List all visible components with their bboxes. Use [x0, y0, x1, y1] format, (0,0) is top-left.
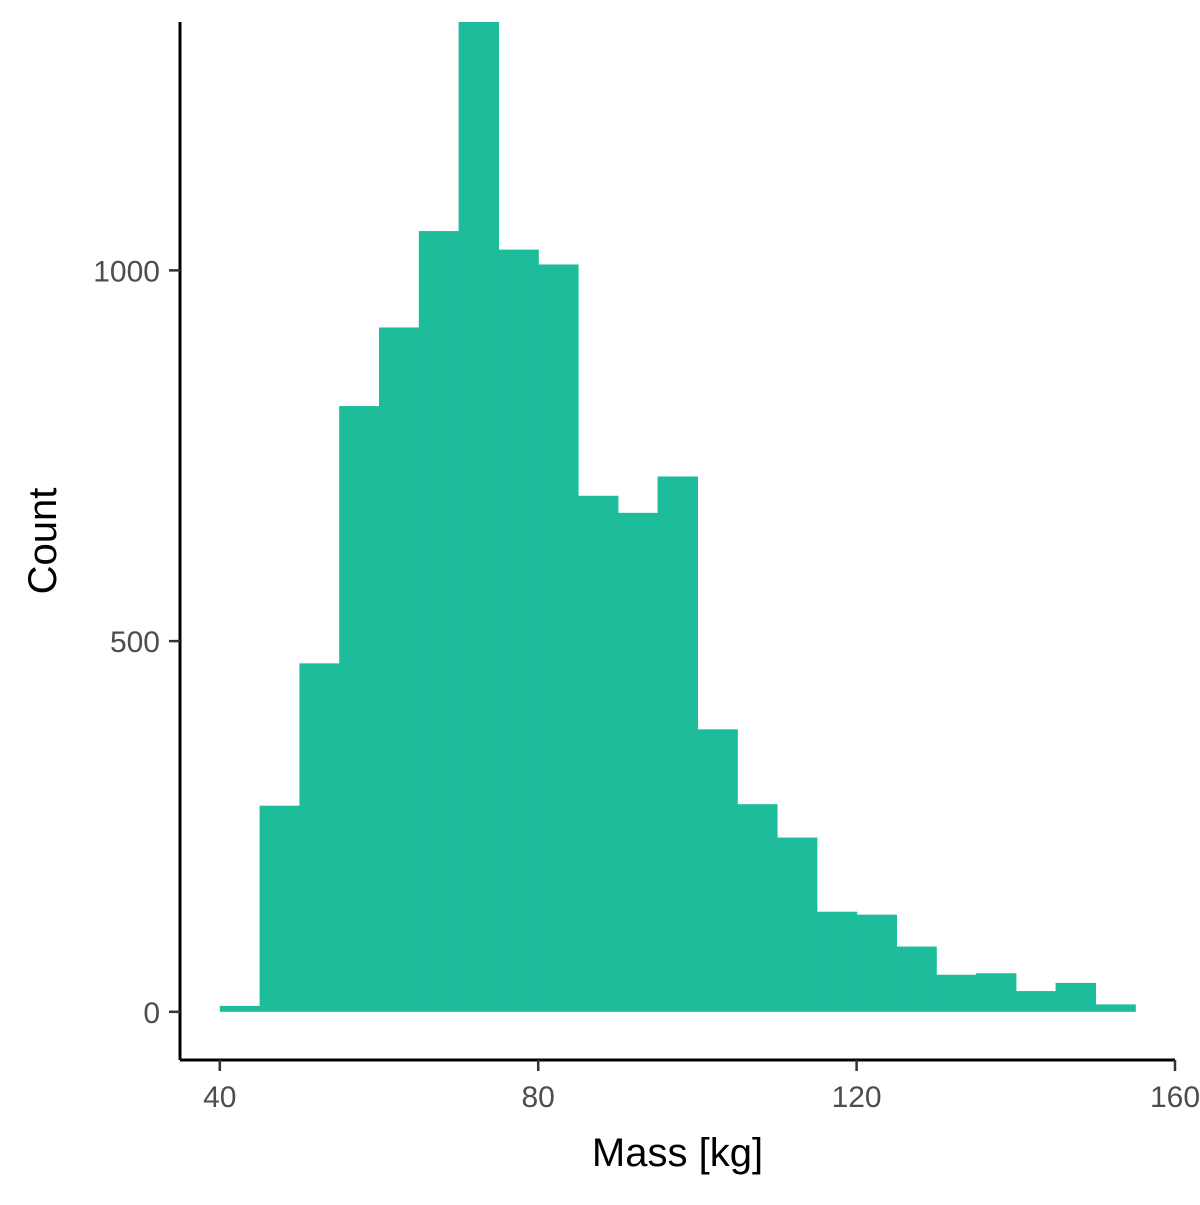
- y-tick-label-500: 500: [110, 626, 160, 659]
- histogram-bar-22: [1095, 1004, 1136, 1012]
- histogram-bar-11: [657, 476, 698, 1012]
- y-tick-label-0: 0: [143, 997, 160, 1030]
- histogram-bar-12: [697, 729, 738, 1012]
- bars-group: [219, 22, 1136, 1012]
- histogram-bar-13: [737, 804, 778, 1012]
- x-tick-label-160: 160: [1150, 1081, 1200, 1114]
- histogram-bar-6: [458, 22, 499, 1012]
- histogram-bar-19: [976, 973, 1017, 1012]
- x-tick-label-120: 120: [832, 1081, 882, 1114]
- x-tick-label-80: 80: [522, 1081, 555, 1114]
- histogram-bar-9: [578, 495, 619, 1012]
- histogram-bar-10: [617, 512, 659, 1012]
- histogram-bar-4: [379, 327, 420, 1012]
- histogram-bar-8: [538, 264, 579, 1012]
- histogram-bar-17: [896, 946, 937, 1012]
- histogram-bar-20: [1015, 991, 1057, 1012]
- histogram-bar-1: [259, 805, 300, 1012]
- histogram-bar-15: [816, 911, 858, 1012]
- histogram-bar-3: [339, 406, 380, 1012]
- y-axis-title: Count: [21, 488, 65, 595]
- histogram-bar-0: [219, 1005, 261, 1012]
- ticks-group: 40 80 120 160 0 500 1000: [93, 255, 1200, 1114]
- histogram-bar-5: [418, 231, 460, 1012]
- axes-group: [178, 22, 1175, 1062]
- histogram-bar-2: [299, 663, 340, 1012]
- histogram-bar-7: [498, 249, 539, 1012]
- histogram-bar-14: [777, 837, 818, 1012]
- x-axis-title: Mass [kg]: [592, 1131, 763, 1175]
- histogram-bar-16: [856, 914, 897, 1012]
- histogram-bar-21: [1055, 982, 1096, 1012]
- histogram-bar-18: [936, 974, 977, 1012]
- y-tick-label-1000: 1000: [93, 255, 160, 288]
- x-tick-label-40: 40: [203, 1081, 236, 1114]
